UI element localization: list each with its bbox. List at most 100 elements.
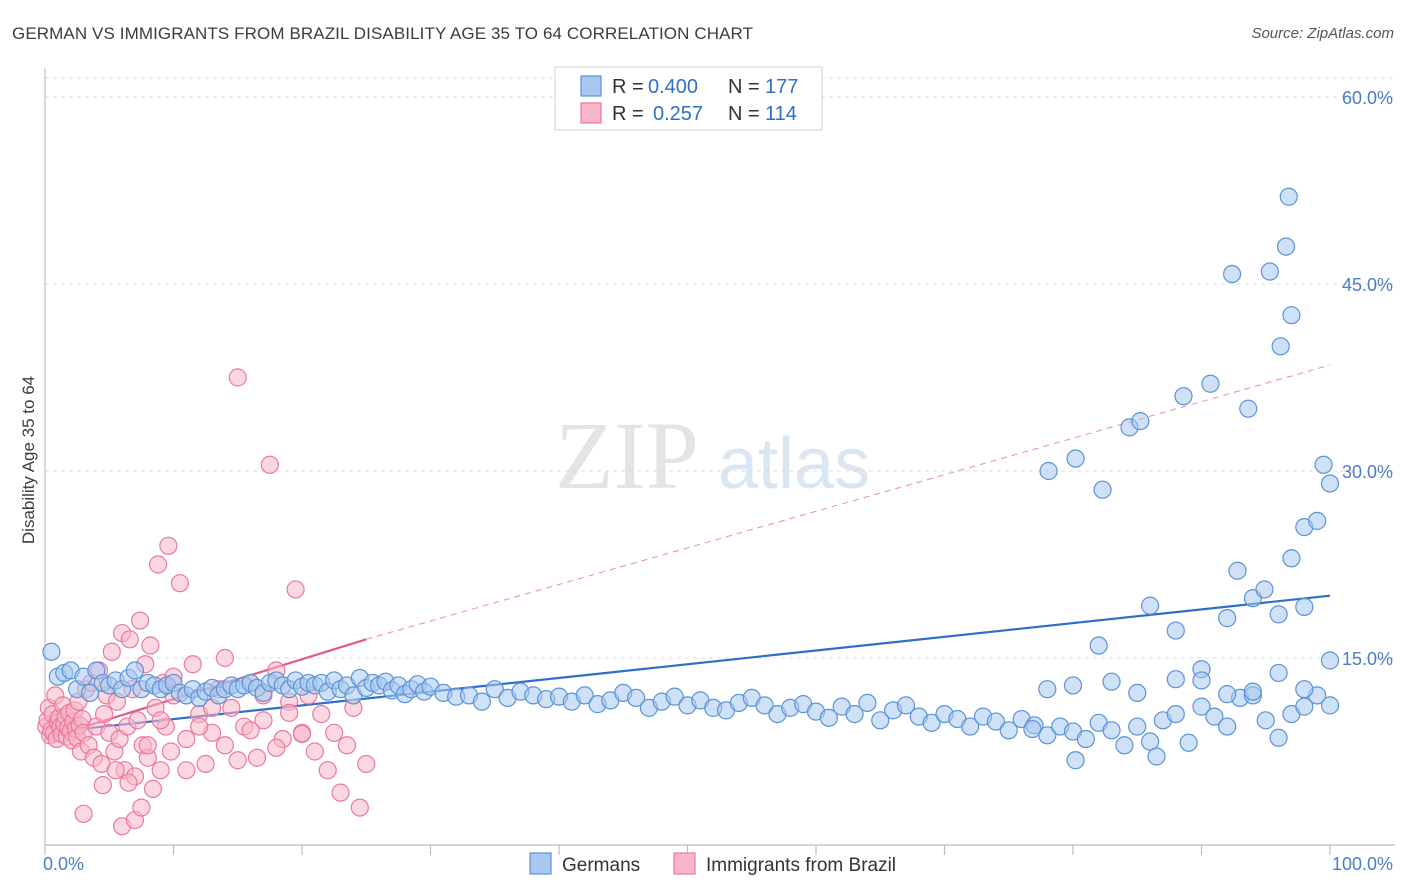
- brazil-point: [132, 798, 151, 817]
- germans-point: [755, 696, 774, 715]
- watermark: ZIP atlas: [555, 402, 870, 509]
- brazil-point: [138, 736, 157, 755]
- brazil-point: [215, 736, 234, 755]
- bottom-legend-label-germans[interactable]: Germans: [562, 855, 640, 876]
- germans-point: [472, 692, 491, 711]
- brazil-point: [228, 368, 247, 387]
- brazil-point: [318, 761, 337, 780]
- brazil-point: [95, 704, 114, 724]
- germans-point: [1279, 187, 1298, 206]
- brazil-point: [254, 711, 273, 730]
- germans-point: [1093, 480, 1112, 499]
- legend-r-value-brazil: 0.257: [653, 103, 703, 125]
- source-attribution[interactable]: Source: ZipAtlas.com: [1251, 25, 1394, 42]
- brazil-point: [106, 761, 125, 780]
- brazil-point: [312, 704, 331, 724]
- legend-r-label-brazil: R =: [612, 103, 644, 125]
- germans-point: [1256, 711, 1275, 730]
- legend-swatch-brazil: [580, 102, 602, 124]
- legend: R = 0.400 N = 177 R = 0.257 N = 114: [554, 66, 823, 131]
- germans-point: [871, 711, 890, 730]
- brazil-point: [222, 698, 241, 717]
- series-brazil-points: [37, 368, 376, 836]
- bottom-legend-swatch-germans[interactable]: [529, 852, 552, 875]
- germans-point: [1228, 561, 1247, 580]
- legend-n-label-brazil: N =: [728, 103, 760, 125]
- brazil-point: [260, 455, 279, 474]
- germans-point: [1039, 461, 1058, 481]
- germans-point: [1222, 264, 1242, 284]
- brazil-point: [190, 717, 209, 736]
- brazil-point: [228, 751, 247, 770]
- brazil-point: [74, 804, 93, 823]
- legend-r-label-germans: R =: [612, 76, 644, 98]
- x-tick-label-100: 100.0%: [1332, 854, 1393, 874]
- legend-n-value-germans: 177: [765, 76, 798, 98]
- germans-point: [1131, 412, 1150, 431]
- germans-point: [80, 683, 100, 703]
- brazil-point: [120, 630, 139, 649]
- brazil-point: [286, 580, 305, 599]
- germans-point: [1179, 733, 1198, 752]
- brazil-point: [305, 742, 324, 761]
- legend-swatch-germans: [580, 75, 602, 97]
- germans-point: [1166, 670, 1185, 689]
- germans-point: [1066, 449, 1085, 468]
- germans-point: [1260, 262, 1279, 281]
- legend-n-label-germans: N =: [728, 76, 760, 98]
- brazil-point: [183, 655, 202, 674]
- trend-line-brazil-extension: [366, 364, 1331, 640]
- germans-point: [1166, 621, 1185, 640]
- brazil-point: [280, 703, 299, 722]
- germans-point: [1269, 663, 1288, 683]
- germans-point: [1320, 696, 1340, 715]
- germans-point: [1271, 337, 1290, 356]
- bottom-legend-swatch-brazil[interactable]: [673, 852, 696, 875]
- germans-point: [986, 712, 1006, 731]
- germans-point: [1102, 672, 1121, 691]
- germans-point: [1269, 728, 1288, 747]
- watermark-atlas: atlas: [718, 424, 870, 504]
- germans-point: [1218, 685, 1237, 704]
- germans-point: [1282, 306, 1301, 325]
- brazil-point: [267, 738, 286, 757]
- brazil-point: [159, 536, 178, 555]
- germans-point: [1320, 651, 1340, 670]
- gridlines: [45, 77, 1395, 659]
- brazil-point: [337, 736, 357, 755]
- chart-title: GERMAN VS IMMIGRANTS FROM BRAZIL DISABIL…: [12, 24, 754, 43]
- brazil-point: [331, 783, 350, 802]
- germans-point: [1063, 676, 1083, 695]
- germans-point: [845, 704, 864, 724]
- brazil-point: [177, 729, 196, 749]
- germans-point: [819, 708, 838, 727]
- germans-point: [1255, 580, 1274, 599]
- x-tick-label-0: 0.0%: [43, 854, 84, 874]
- germans-point: [1147, 747, 1166, 766]
- germans-point: [896, 696, 916, 715]
- germans-point: [1128, 683, 1147, 703]
- bottom-legend-label-brazil[interactable]: Immigrants from Brazil: [706, 855, 896, 876]
- legend-r-value-germans: 0.400: [648, 76, 698, 98]
- germans-point: [1076, 729, 1095, 749]
- brazil-point: [102, 642, 121, 661]
- germans-point: [1102, 721, 1121, 740]
- germans-point: [485, 680, 504, 699]
- series-germans-points: [42, 187, 1340, 770]
- brazil-point: [151, 711, 170, 730]
- y-tick-label-60: 60.0%: [1342, 88, 1393, 108]
- germans-point: [1282, 549, 1301, 568]
- brazil-point: [148, 555, 168, 574]
- y-tick-label-15: 15.0%: [1342, 649, 1393, 669]
- brazil-point: [292, 724, 312, 744]
- brazil-point: [325, 723, 344, 742]
- germans-point: [1295, 680, 1314, 699]
- brazil-point: [130, 611, 150, 630]
- germans-point: [1192, 697, 1211, 716]
- trend-line-germans: [44, 594, 1331, 734]
- germans-point: [1295, 597, 1314, 616]
- y-tick-label-30: 30.0%: [1342, 462, 1393, 482]
- brazil-point: [357, 754, 376, 774]
- germans-point: [1308, 511, 1327, 530]
- brazil-point: [93, 776, 112, 795]
